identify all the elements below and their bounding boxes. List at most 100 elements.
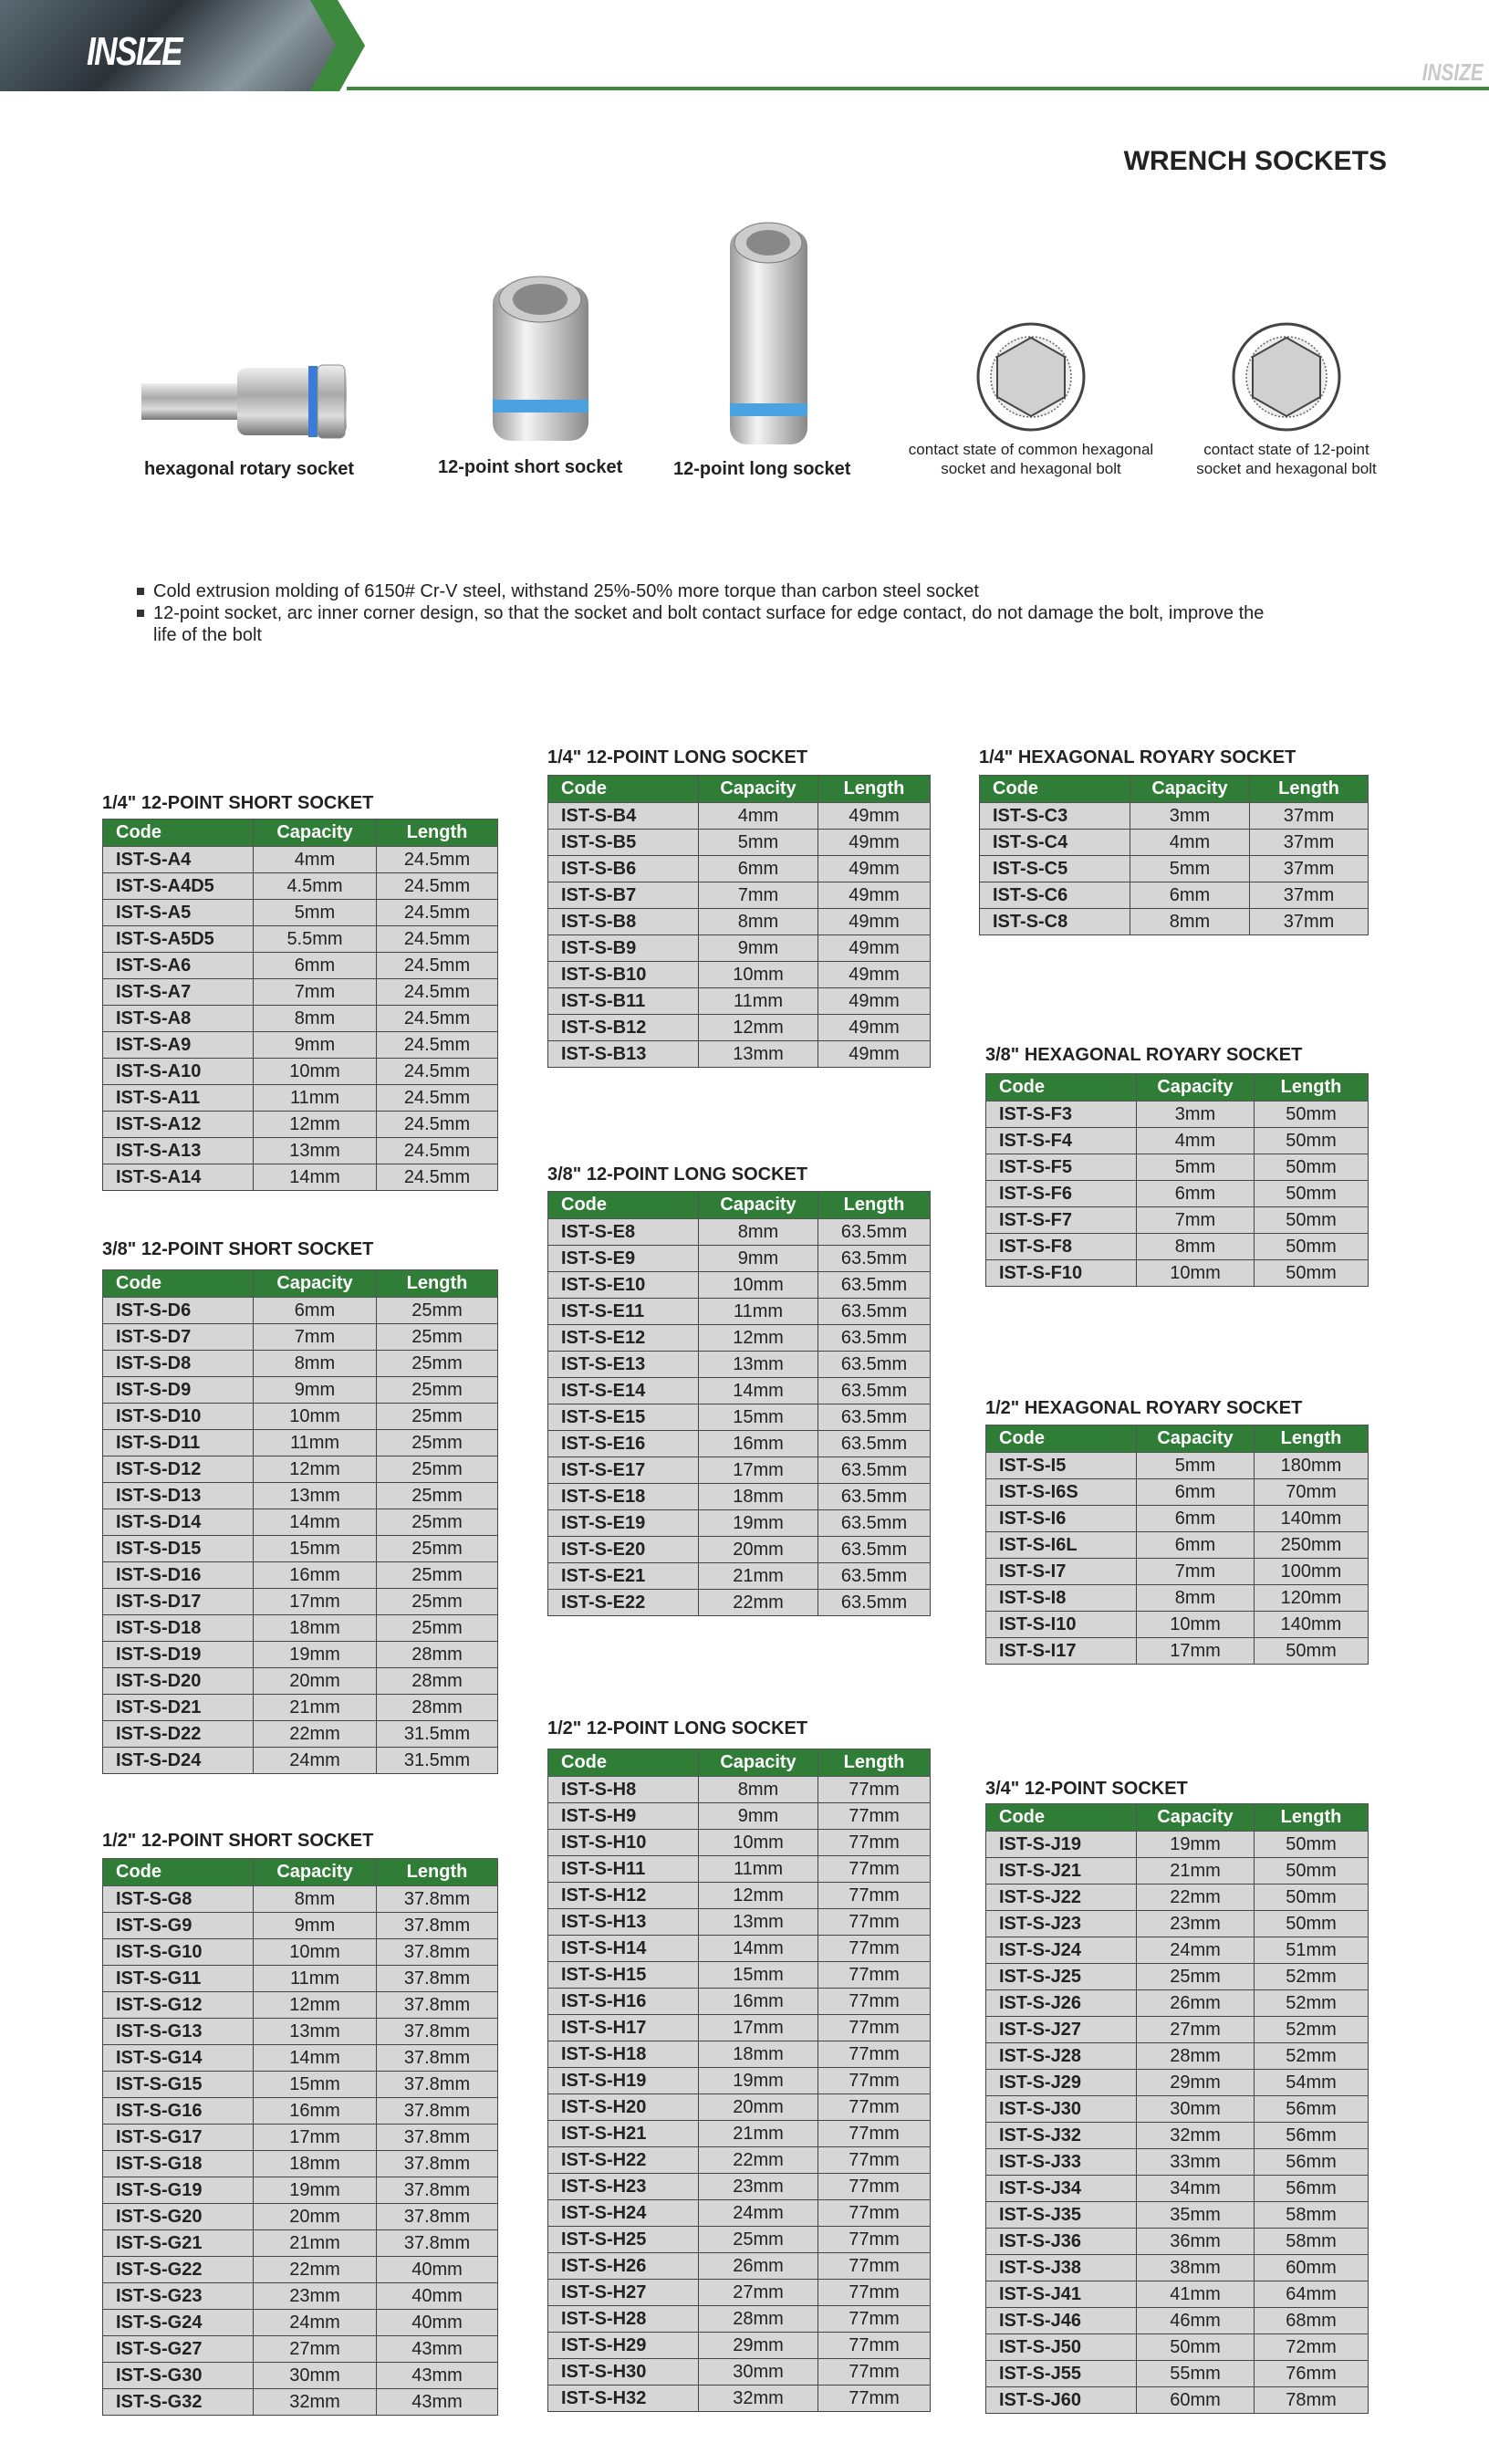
capacity-cell: 11mm xyxy=(253,1429,377,1456)
code-cell: IST-S-J36 xyxy=(985,2228,1137,2255)
code-cell: IST-S-D15 xyxy=(102,1535,254,1562)
length-cell: 63.5mm xyxy=(817,1509,931,1537)
length-cell: 37.8mm xyxy=(376,2097,498,2125)
code-cell: IST-S-D16 xyxy=(102,1561,254,1589)
code-cell: IST-S-J27 xyxy=(985,2016,1137,2043)
table-header-row: Code Capacity Length xyxy=(985,1425,1369,1453)
capacity-cell: 6mm xyxy=(1136,1478,1255,1506)
code-cell: IST-S-J33 xyxy=(985,2148,1137,2176)
length-cell: 63.5mm xyxy=(817,1377,931,1404)
capacity-cell: 4mm xyxy=(1136,1127,1255,1154)
table-row: IST-S-J35 35mm 58mm xyxy=(985,2201,1369,2229)
table-row: IST-S-J23 23mm 50mm xyxy=(985,1910,1369,1937)
capacity-cell: 36mm xyxy=(1136,2228,1255,2255)
length-cell: 25mm xyxy=(376,1456,498,1483)
code-cell: IST-S-J21 xyxy=(985,1857,1137,1885)
length-cell: 77mm xyxy=(817,2146,931,2174)
table-title: 1/4" 12-POINT LONG SOCKET xyxy=(547,747,808,767)
length-cell: 50mm xyxy=(1254,1101,1369,1128)
capacity-cell: 11mm xyxy=(253,1084,377,1112)
length-cell: 60mm xyxy=(1254,2254,1369,2281)
page-title: WRENCH SOCKETS xyxy=(1123,146,1387,176)
table-row: IST-S-H14 14mm 77mm xyxy=(547,1935,931,1962)
code-cell: IST-S-H21 xyxy=(547,2120,699,2147)
length-cell: 37.8mm xyxy=(376,2150,498,2177)
table-row: IST-S-E20 20mm 63.5mm xyxy=(547,1536,931,1563)
code-cell: IST-S-D13 xyxy=(102,1482,254,1509)
code-cell: IST-S-D18 xyxy=(102,1614,254,1642)
length-cell: 63.5mm xyxy=(817,1430,931,1457)
capacity-cell: 6mm xyxy=(1130,882,1250,909)
code-cell: IST-S-H16 xyxy=(547,1988,699,2015)
table-row: IST-S-D24 24mm 31.5mm xyxy=(102,1747,498,1774)
code-cell: IST-S-H28 xyxy=(547,2305,699,2333)
capacity-cell: 23mm xyxy=(698,2173,818,2200)
code-cell: IST-S-I5 xyxy=(985,1452,1137,1479)
table-row: IST-S-E12 12mm 63.5mm xyxy=(547,1324,931,1352)
capacity-cell: 24mm xyxy=(698,2199,818,2227)
table-row: IST-S-E9 9mm 63.5mm xyxy=(547,1245,931,1272)
length-cell: 52mm xyxy=(1254,2016,1369,2043)
table-row: IST-S-D11 11mm 25mm xyxy=(102,1429,498,1456)
length-cell: 37.8mm xyxy=(376,1912,498,1939)
table-row: IST-S-B7 7mm 49mm xyxy=(547,882,931,909)
length-cell: 25mm xyxy=(376,1509,498,1536)
capacity-cell: 12mm xyxy=(698,1882,818,1909)
short-socket-image xyxy=(493,276,588,441)
code-cell: IST-S-J35 xyxy=(985,2201,1137,2229)
code-cell: IST-S-J23 xyxy=(985,1910,1137,1937)
code-cell: IST-S-E16 xyxy=(547,1430,699,1457)
capacity-cell: 22mm xyxy=(698,2146,818,2174)
table-row: IST-S-J38 38mm 60mm xyxy=(985,2254,1369,2281)
code-cell: IST-S-E10 xyxy=(547,1271,699,1299)
capacity-cell: 17mm xyxy=(1136,1637,1255,1665)
capacity-cell: 10mm xyxy=(253,1403,377,1430)
capacity-cell: 4.5mm xyxy=(253,872,377,900)
length-cell: 25mm xyxy=(376,1588,498,1615)
table-row: IST-S-A8 8mm 24.5mm xyxy=(102,1005,498,1032)
code-cell: IST-S-H18 xyxy=(547,2041,699,2068)
capacity-cell: 28mm xyxy=(1136,2042,1255,2070)
code-cell: IST-S-B5 xyxy=(547,829,699,856)
capacity-cell: 14mm xyxy=(253,1509,377,1536)
code-cell: IST-S-A7 xyxy=(102,978,254,1006)
length-cell: 140mm xyxy=(1254,1505,1369,1532)
table-row: IST-S-B13 13mm 49mm xyxy=(547,1040,931,1068)
table-row: IST-S-I7 7mm 100mm xyxy=(985,1558,1369,1585)
capacity-cell: 30mm xyxy=(1136,2095,1255,2123)
table-row: IST-S-E15 15mm 63.5mm xyxy=(547,1404,931,1431)
table-row: IST-S-G18 18mm 37.8mm xyxy=(102,2150,498,2177)
length-cell: 63.5mm xyxy=(817,1324,931,1352)
table-row: IST-S-G22 22mm 40mm xyxy=(102,2256,498,2283)
table-row: IST-S-H29 29mm 77mm xyxy=(547,2332,931,2359)
length-cell: 25mm xyxy=(376,1403,498,1430)
length-cell: 63.5mm xyxy=(817,1298,931,1325)
capacity-cell: 21mm xyxy=(698,2120,818,2147)
code-cell: IST-S-J32 xyxy=(985,2122,1137,2149)
capacity-cell: 12mm xyxy=(698,1324,818,1352)
table-row: IST-S-D16 16mm 25mm xyxy=(102,1561,498,1589)
code-cell: IST-S-F10 xyxy=(985,1259,1137,1287)
table-row: IST-S-H22 22mm 77mm xyxy=(547,2146,931,2174)
length-cell: 37.8mm xyxy=(376,1991,498,2019)
capacity-cell: 46mm xyxy=(1136,2307,1255,2334)
capacity-cell: 24mm xyxy=(253,2309,377,2336)
length-cell: 37.8mm xyxy=(376,2124,498,2151)
length-cell: 28mm xyxy=(376,1667,498,1695)
capacity-cell: 7mm xyxy=(253,1323,377,1351)
table-row: IST-S-G13 13mm 37.8mm xyxy=(102,2018,498,2045)
length-cell: 250mm xyxy=(1254,1531,1369,1559)
code-cell: IST-S-G12 xyxy=(102,1991,254,2019)
header-banner-image xyxy=(0,0,365,91)
capacity-cell: 21mm xyxy=(253,1694,377,1721)
capacity-cell: 55mm xyxy=(1136,2360,1255,2387)
code-cell: IST-S-E17 xyxy=(547,1456,699,1484)
code-cell: IST-S-J24 xyxy=(985,1937,1137,1964)
length-cell: 25mm xyxy=(376,1376,498,1404)
length-cell: 77mm xyxy=(817,2120,931,2147)
code-cell: IST-S-G17 xyxy=(102,2124,254,2151)
capacity-cell: 5mm xyxy=(1136,1452,1255,1479)
capacity-cell: 12mm xyxy=(253,1456,377,1483)
table-header-row: Code Capacity Length xyxy=(102,1269,498,1298)
length-cell: 63.5mm xyxy=(817,1351,931,1378)
